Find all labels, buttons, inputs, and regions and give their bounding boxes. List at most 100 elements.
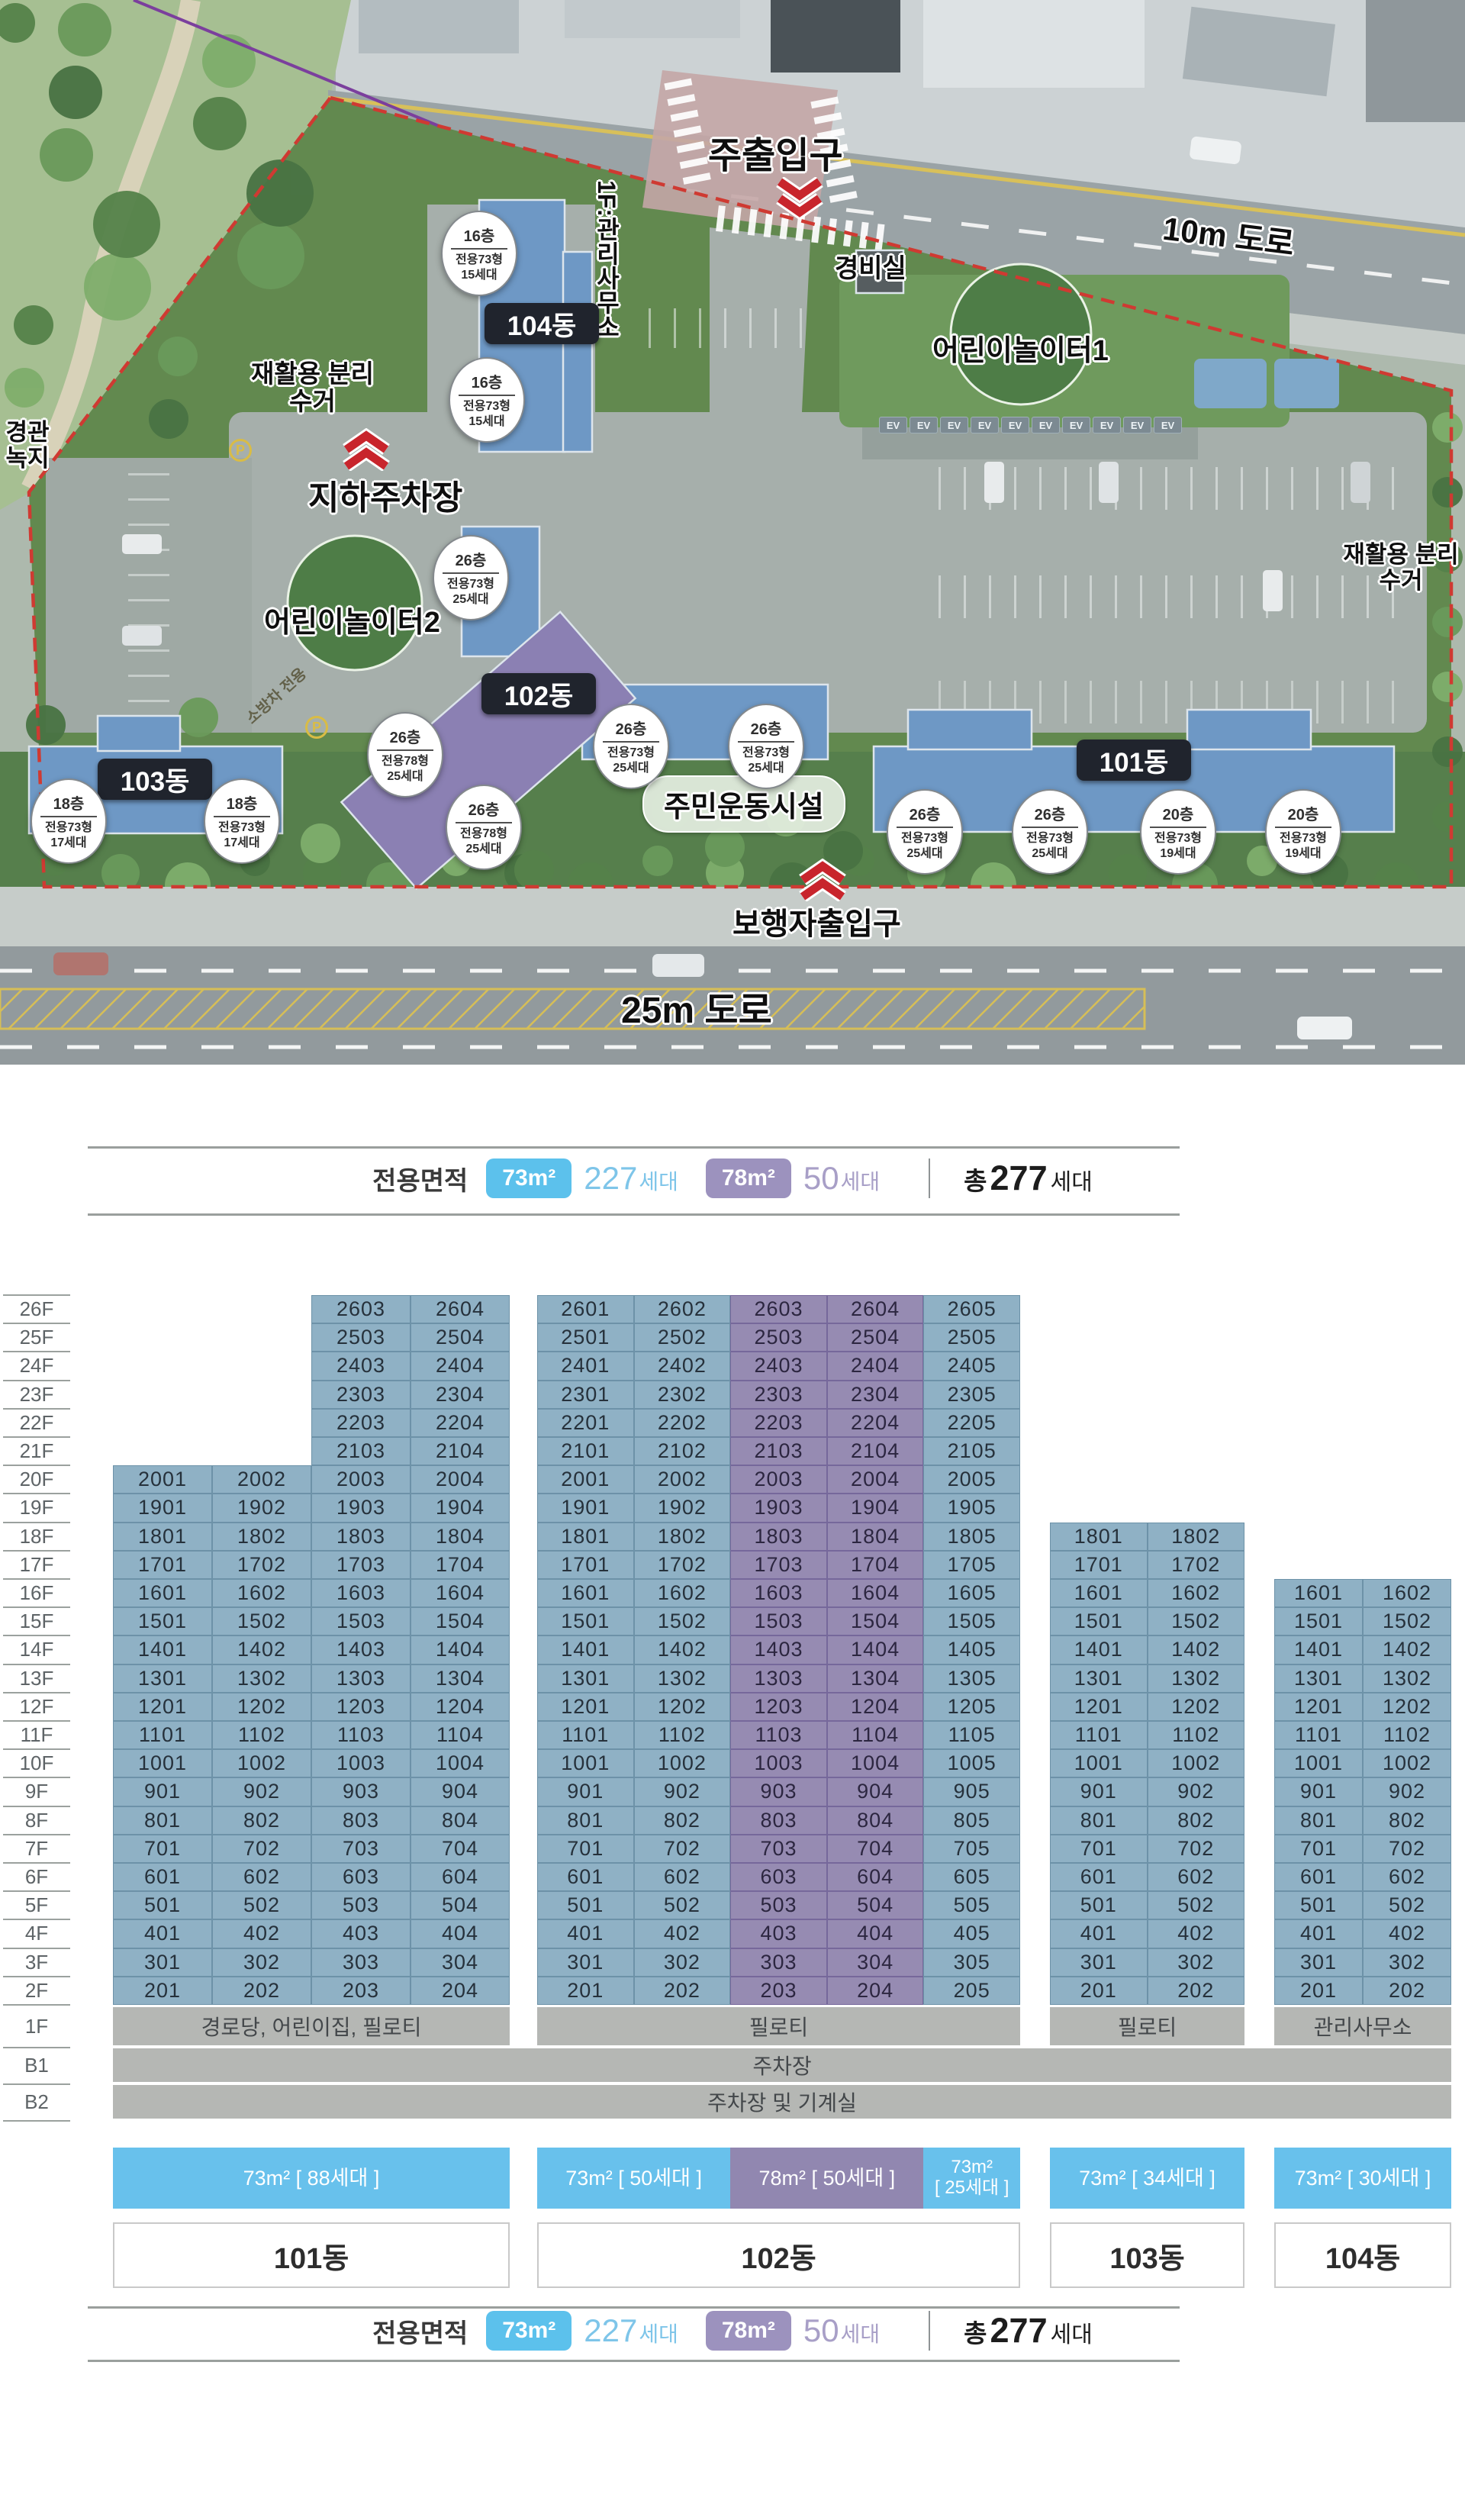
unit-cell: 1705	[923, 1550, 1020, 1579]
unit-cell: 305	[923, 1948, 1020, 1977]
unit-cell: 2004	[826, 1465, 924, 1494]
unit-cell: 404	[826, 1919, 924, 1948]
unit-cell: 903	[730, 1777, 827, 1806]
unit-circle-units: 25세대	[613, 762, 649, 775]
unit-cell: 704	[826, 1834, 924, 1863]
unit-cell: 603	[311, 1863, 411, 1892]
unit-cell: 1701	[1050, 1550, 1148, 1579]
unit-cell: 901	[1274, 1777, 1363, 1806]
pedestrian-entrance-arrow-icon	[798, 855, 847, 902]
unit-circle-units: 19세대	[1285, 847, 1322, 860]
unit-circle-type: 전용78형	[460, 827, 507, 841]
area-bar-segment: 73m² [ 50세대 ]	[537, 2148, 731, 2209]
unit-circle-units: 15세대	[461, 269, 497, 282]
floor-axis-line	[3, 1351, 70, 1353]
unit-cell: 604	[826, 1863, 924, 1892]
unit-cell: 1202	[1363, 1692, 1451, 1721]
floor-axis-line	[3, 1805, 70, 1807]
floor-axis-label: 21F	[19, 1439, 54, 1463]
unit-info-circle: 18층 전용73형 17세대	[204, 778, 280, 864]
unit-cell: 702	[1363, 1834, 1451, 1863]
unit-cell: 501	[1274, 1891, 1363, 1920]
unit-cell: 204	[411, 1976, 510, 2005]
unit-circle-units: 25세대	[748, 762, 784, 775]
unit-cell: 1702	[633, 1550, 731, 1579]
floor-axis-label: 22F	[19, 1410, 54, 1434]
unit-info-circle: 16층 전용73형 15세대	[441, 211, 517, 296]
floor-axis-label: 15F	[19, 1610, 54, 1633]
security-office-building	[855, 249, 905, 295]
unit-cell: 1302	[1147, 1664, 1244, 1693]
floor-axis-line	[3, 1947, 70, 1949]
floor-axis-line	[3, 1975, 70, 1977]
unit-cell: 1703	[311, 1550, 411, 1579]
unit-cell: 1402	[633, 1635, 731, 1664]
unit-cell: 1405	[923, 1635, 1020, 1664]
unit-circle-divider	[1022, 827, 1078, 829]
unit-info-circle: 26층 전용73형 25세대	[1012, 789, 1088, 875]
unit-cell: 1001	[1274, 1749, 1363, 1778]
sports-facility-pill: 주민운동시설	[642, 775, 845, 833]
legend-chip-78: 78m²	[705, 2311, 791, 2351]
legend-total-suffix: 세대	[1050, 1170, 1093, 1195]
building-label: 101동	[1077, 740, 1191, 781]
unit-cell: 1501	[1050, 1607, 1148, 1636]
unit-cell: 2202	[633, 1408, 731, 1437]
unit-cell: 1905	[923, 1494, 1020, 1523]
floor-axis-label: 23F	[19, 1382, 54, 1406]
legend-count-78-value: 50	[803, 2312, 839, 2348]
unit-cell: 501	[1050, 1891, 1148, 1920]
unit-info-circle: 26층 전용73형 25세대	[887, 789, 963, 875]
unit-cell: 1602	[1363, 1579, 1451, 1608]
area-summary-bar: 73m² [ 50세대 ] 78m² [ 50세대 ] 73m² [ 25세대 ]	[537, 2148, 1020, 2209]
unit-cell: 2604	[826, 1295, 924, 1324]
unit-cell: 1301	[1274, 1664, 1363, 1693]
unit-circle-divider	[214, 816, 270, 818]
main-entrance-label: 주출입구	[708, 136, 843, 176]
main-entrance-arrow-icon	[775, 176, 824, 224]
floor-axis-label: 7F	[24, 1836, 49, 1860]
legend-divider-line	[88, 2306, 1180, 2309]
unit-cell: 401	[113, 1919, 212, 1948]
legend-count-78: 50 세대	[803, 1160, 880, 1197]
unit-cell: 1601	[1274, 1579, 1363, 1608]
unit-cell: 1102	[633, 1721, 731, 1750]
unit-cell: 2003	[730, 1465, 827, 1494]
unit-cell: 1304	[411, 1664, 510, 1693]
unit-cell: 2504	[826, 1323, 924, 1352]
legend-total-label: 총	[964, 2319, 987, 2348]
legend-count-73: 227 세대	[584, 2312, 678, 2349]
unit-cell: 904	[411, 1777, 510, 1806]
area-bar-segment: 73m² [ 30세대 ]	[1274, 2148, 1451, 2209]
unit-cell: 1901	[113, 1494, 212, 1523]
building-101-wing-r	[1186, 708, 1312, 751]
unit-cell: 1604	[826, 1579, 924, 1608]
unit-cell: 1601	[537, 1579, 634, 1608]
floor-axis-label: 26F	[19, 1297, 54, 1321]
unit-cell: 502	[1147, 1891, 1244, 1920]
unit-cell: 501	[537, 1891, 634, 1920]
unit-cell: 902	[633, 1777, 731, 1806]
unit-cell: 802	[1147, 1806, 1244, 1835]
unit-circle-floor: 26층	[615, 721, 647, 739]
floor-axis-label: 6F	[24, 1865, 49, 1889]
floor-axis-line	[3, 1294, 70, 1296]
unit-cell: 1004	[826, 1749, 924, 1778]
unit-cell: 2303	[311, 1380, 411, 1409]
floor-axis-line	[3, 1635, 70, 1637]
unit-cell: 602	[1147, 1863, 1244, 1892]
legend-count-73-suffix: 세대	[639, 2322, 678, 2346]
floor-axis-line	[3, 1549, 70, 1552]
unit-cell: 1602	[212, 1579, 311, 1608]
unit-cell: 2304	[826, 1380, 924, 1409]
unit-cell: 1803	[311, 1522, 411, 1551]
unit-cell: 804	[411, 1806, 510, 1835]
unit-cell: 1002	[633, 1749, 731, 1778]
unit-cell: 2405	[923, 1352, 1020, 1381]
unit-circle-floor: 26층	[750, 721, 782, 739]
floor-axis-line	[3, 1606, 70, 1609]
unit-cell: 1101	[113, 1721, 212, 1750]
unit-circle-floor: 16층	[471, 375, 503, 392]
unit-cell: 1501	[537, 1607, 634, 1636]
unit-cell: 1805	[923, 1522, 1020, 1551]
